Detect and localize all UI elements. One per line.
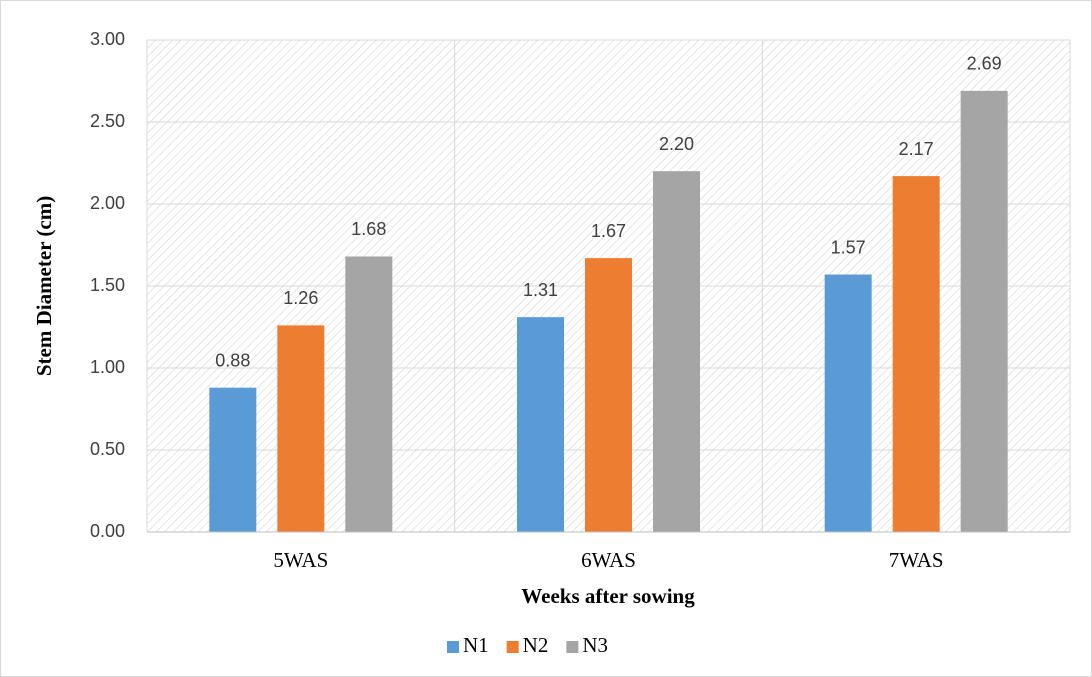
legend-swatch <box>506 641 519 653</box>
bar <box>517 317 564 532</box>
legend-label: N1 <box>463 633 489 657</box>
value-label: 2.20 <box>659 134 694 154</box>
x-tick-label: 6WAS <box>581 548 636 572</box>
bar <box>960 90 1008 532</box>
bar <box>585 258 632 532</box>
y-tick-label: 1.50 <box>90 275 125 295</box>
value-label: 0.88 <box>215 350 250 370</box>
legend-label: N3 <box>582 633 608 657</box>
value-label: 1.68 <box>351 219 386 239</box>
legend-swatch <box>447 641 459 653</box>
x-tick-label: 5WAS <box>273 548 328 572</box>
value-label: 1.26 <box>283 288 318 308</box>
bar <box>653 171 700 532</box>
y-tick-label: 3.00 <box>90 29 125 49</box>
legend-swatch <box>566 641 579 653</box>
bar <box>824 274 872 532</box>
y-tick-label: 2.00 <box>90 193 125 213</box>
y-tick-label: 0.00 <box>90 521 125 541</box>
x-tick-label: 7WAS <box>889 548 944 572</box>
value-label: 1.57 <box>831 237 866 257</box>
bar <box>209 387 257 532</box>
value-label: 1.31 <box>523 280 558 300</box>
bar <box>892 176 940 532</box>
value-label: 1.67 <box>591 221 626 241</box>
y-axis-label: Stem Diameter (cm) <box>32 196 56 376</box>
legend-label: N2 <box>523 633 549 657</box>
x-axis-label: Weeks after sowing <box>521 584 695 608</box>
bar <box>277 325 325 532</box>
y-tick-label: 0.50 <box>90 439 125 459</box>
bar <box>345 256 393 532</box>
value-label: 2.69 <box>967 54 1002 74</box>
y-tick-label: 1.00 <box>90 357 125 377</box>
y-tick-label: 2.50 <box>90 111 125 131</box>
value-label: 2.17 <box>899 139 934 159</box>
